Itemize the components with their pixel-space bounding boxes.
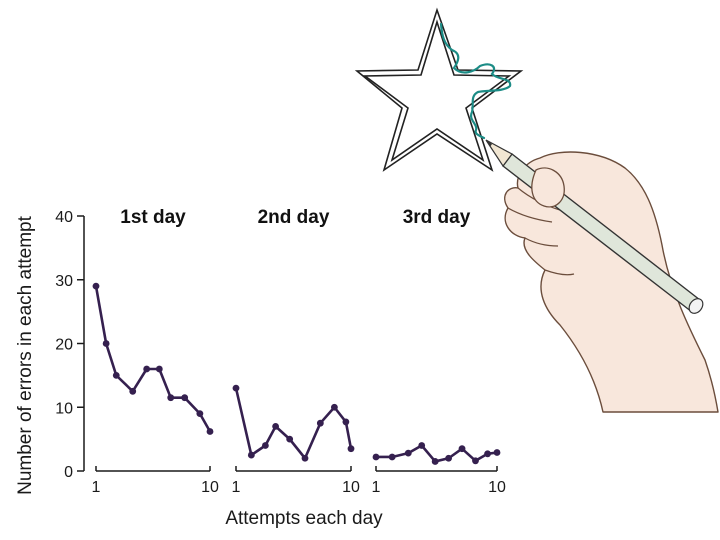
data-point xyxy=(92,282,100,290)
data-point xyxy=(388,453,396,461)
x-tick-label: 10 xyxy=(201,479,219,496)
data-point xyxy=(372,453,380,461)
x-tick-label: 1 xyxy=(372,479,381,496)
panel-title: 1st day xyxy=(120,207,186,228)
panel-3: 3rd day 1 10 xyxy=(372,207,506,496)
data-point xyxy=(316,419,324,427)
data-point xyxy=(232,384,240,392)
star-icon xyxy=(354,7,524,172)
hand-with-pencil-icon xyxy=(485,139,719,413)
data-point xyxy=(301,454,309,462)
data-point xyxy=(286,435,294,443)
panel-2: 2nd day 1 10 xyxy=(232,207,360,496)
data-point xyxy=(129,387,137,395)
y-axis-title: Number of errors in each attempt xyxy=(15,215,36,495)
data-point xyxy=(342,418,350,426)
panel-title: 2nd day xyxy=(258,207,330,228)
data-point xyxy=(458,445,466,453)
data-point xyxy=(143,365,151,373)
data-point xyxy=(206,428,214,435)
data-point xyxy=(155,365,163,373)
x-tick-label: 1 xyxy=(92,479,101,496)
x-tick-label: 1 xyxy=(232,479,241,496)
data-point xyxy=(431,458,439,465)
y-tick-label: 10 xyxy=(55,400,73,417)
data-point xyxy=(493,449,501,456)
data-point xyxy=(418,442,426,449)
data-point xyxy=(247,451,255,459)
series-line xyxy=(376,444,498,463)
data-point xyxy=(112,371,120,379)
series-line xyxy=(234,387,353,460)
x-tick-label: 10 xyxy=(488,479,506,496)
x-axis-title: Attempts each day xyxy=(225,508,383,529)
data-point xyxy=(272,422,280,430)
data-point xyxy=(167,394,175,402)
data-point xyxy=(102,340,110,347)
y-tick-label: 30 xyxy=(55,273,73,290)
series-line xyxy=(94,285,212,433)
data-point xyxy=(347,445,355,453)
chart-panels: 1st day 1 10 2nd day 1 10 3rd day 1 10 xyxy=(92,207,506,496)
y-axis: 0 10 20 30 40 xyxy=(55,209,85,481)
data-point xyxy=(196,410,204,418)
data-point xyxy=(330,403,338,411)
data-point xyxy=(484,450,491,458)
y-tick-label: 0 xyxy=(64,464,73,481)
x-tick-label: 10 xyxy=(342,479,360,496)
trace-line xyxy=(439,22,512,140)
panel-title: 3rd day xyxy=(403,207,471,228)
data-point xyxy=(261,442,269,449)
data-point xyxy=(472,457,479,465)
hand-icon xyxy=(504,151,719,413)
panel-1: 1st day 1 10 xyxy=(92,207,219,496)
data-point xyxy=(445,454,452,462)
y-tick-label: 20 xyxy=(55,337,73,354)
data-point xyxy=(404,449,412,457)
data-point xyxy=(181,394,189,402)
y-tick-label: 40 xyxy=(55,209,73,226)
